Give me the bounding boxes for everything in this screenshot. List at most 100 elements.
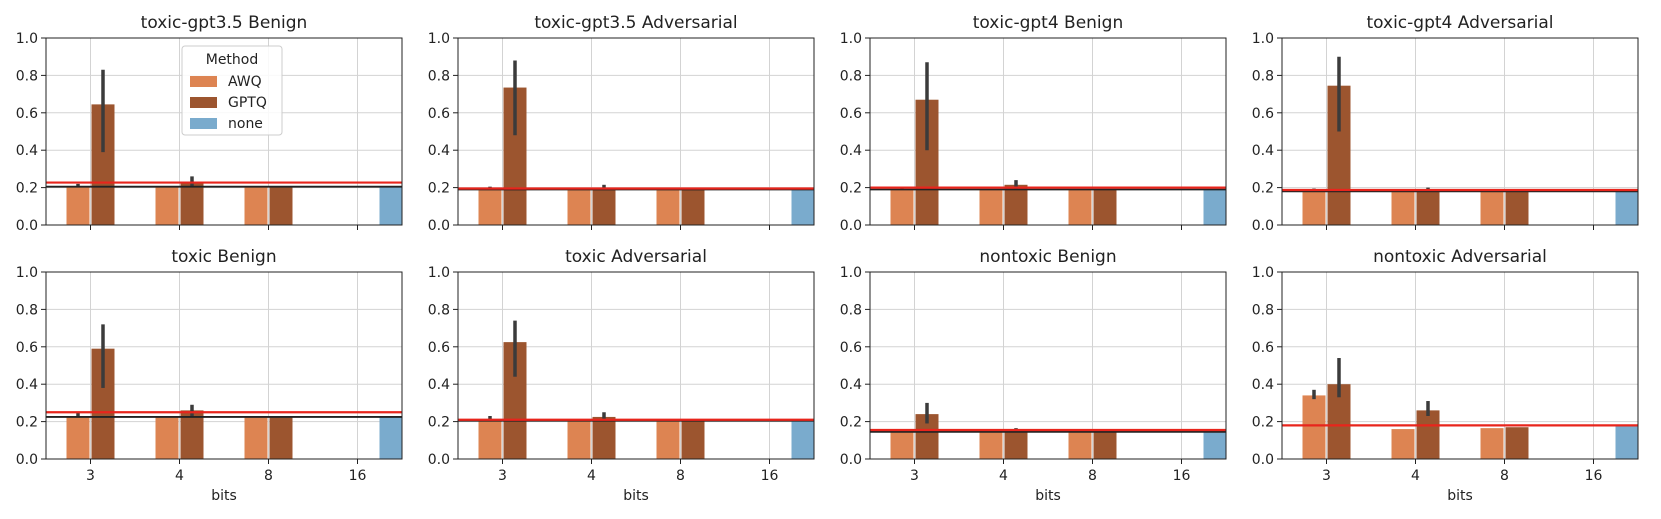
y-tick-label: 0.0: [16, 218, 38, 234]
bar-gptq-8: [1093, 189, 1117, 225]
y-tick-label: 0.2: [1252, 415, 1274, 431]
x-tick-label: 16: [349, 468, 367, 484]
y-tick-label: 1.0: [840, 31, 862, 47]
x-tick-label: 4: [175, 468, 184, 484]
axes-frame: [1281, 37, 1639, 226]
axes-frame: [45, 271, 403, 460]
y-tick-label: 0.6: [16, 106, 38, 122]
subplot-4: 0.0 0.2 0.4 0.6 0.8 1.0 toxic-gpt4 Adversarial: [1252, 13, 1639, 234]
bar-gptq-4: [180, 410, 204, 459]
bar-gptq-3: [915, 99, 939, 225]
x-tick-label: 3: [498, 468, 507, 484]
y-tick-label: 0.4: [428, 377, 450, 393]
subplot-title: toxic-gpt4 Adversarial: [1366, 13, 1553, 33]
y-tick-label: 1.0: [16, 31, 38, 47]
bar-awq-8: [1480, 191, 1504, 225]
bar-gptq-8: [269, 416, 293, 459]
subplot-5: 0.0 0.2 0.4 0.6 0.8 1.0 3 4 8 16 bits toxic Benign: [16, 247, 403, 504]
y-tick-label: 0.8: [428, 68, 450, 84]
bar-awq-3: [1302, 395, 1326, 459]
bar-gptq-4: [592, 416, 616, 459]
bar-gptq-4: [1004, 184, 1028, 225]
bar-gptq-8: [1505, 427, 1529, 459]
legend-label-none: none: [228, 116, 263, 132]
y-tick-label: 0.2: [1252, 181, 1274, 197]
y-tick-label: 0.6: [1252, 340, 1274, 356]
axes-frame: [457, 37, 815, 226]
x-tick-label: 16: [1585, 468, 1603, 484]
subplot-8: 0.0 0.2 0.4 0.6 0.8 1.0 3 4 8 16 bits nontoxic Adve…: [1252, 247, 1639, 504]
bar-awq-4: [1391, 191, 1415, 225]
legend-swatch-awq: [190, 76, 217, 87]
bar-awq-3: [890, 431, 914, 459]
bar-awq-8: [1068, 189, 1092, 225]
bar-awq-8: [244, 186, 268, 225]
bar-none-16: [1615, 191, 1639, 225]
y-tick-label: 0.4: [16, 377, 38, 393]
bar-awq-4: [155, 416, 179, 459]
bar-none-16: [379, 416, 403, 459]
x-tick-label: 8: [264, 468, 273, 484]
bar-none-16: [791, 420, 815, 459]
bar-awq-8: [656, 420, 680, 459]
y-tick-label: 0.0: [840, 452, 862, 468]
legend-title: Method: [206, 52, 259, 68]
bar-gptq-4: [180, 181, 204, 225]
y-tick-label: 0.2: [428, 415, 450, 431]
y-tick-label: 0.6: [428, 106, 450, 122]
y-tick-label: 0.8: [428, 302, 450, 318]
y-tick-label: 1.0: [840, 265, 862, 281]
bar-gptq-4: [1004, 430, 1028, 459]
bar-gptq-8: [681, 420, 705, 459]
x-axis-label: bits: [623, 488, 649, 504]
subplot-6: 0.0 0.2 0.4 0.6 0.8 1.0 3 4 8 16 bits toxic Adversa…: [428, 247, 815, 504]
bar-gptq-3: [1327, 384, 1351, 459]
subplot-7: 0.0 0.2 0.4 0.6 0.8 1.0 3 4 8 16 bits nontoxic Beni…: [840, 247, 1227, 504]
bar-awq-3: [890, 189, 914, 225]
x-tick-label: 16: [1173, 468, 1191, 484]
bar-awq-4: [979, 431, 1003, 459]
y-tick-label: 0.0: [428, 452, 450, 468]
bar-awq-3: [1302, 191, 1326, 225]
bar-gptq-3: [503, 342, 527, 459]
axes-frame: [869, 271, 1227, 460]
y-tick-label: 0.2: [840, 415, 862, 431]
y-tick-label: 0.8: [16, 68, 38, 84]
y-tick-label: 0.4: [1252, 143, 1274, 159]
y-tick-label: 0.8: [840, 302, 862, 318]
y-tick-label: 0.0: [16, 452, 38, 468]
bar-awq-4: [1391, 429, 1415, 459]
bar-awq-8: [244, 416, 268, 459]
bar-gptq-8: [269, 186, 293, 225]
y-tick-label: 0.6: [428, 340, 450, 356]
bar-awq-8: [1480, 428, 1504, 459]
x-tick-label: 3: [1322, 468, 1331, 484]
bar-gptq-8: [681, 189, 705, 225]
bar-gptq-4: [592, 188, 616, 225]
axes-frame: [45, 37, 403, 226]
subplot-3: 0.0 0.2 0.4 0.6 0.8 1.0 toxic-gpt4 Benign: [840, 13, 1227, 234]
legend-label-awq: AWQ: [228, 74, 262, 90]
x-tick-label: 3: [910, 468, 919, 484]
y-tick-label: 1.0: [428, 265, 450, 281]
bar-awq-4: [567, 420, 591, 459]
x-tick-label: 3: [86, 468, 95, 484]
y-tick-label: 0.0: [840, 218, 862, 234]
subplot-1: 0.0 0.2 0.4 0.6 0.8 1.0 toxic-gpt3.5 Benign: [16, 13, 403, 234]
y-tick-label: 0.4: [428, 143, 450, 159]
y-tick-label: 1.0: [428, 31, 450, 47]
bar-gptq-3: [915, 414, 939, 459]
legend-label-gptq: GPTQ: [228, 95, 267, 111]
bar-none-16: [1203, 189, 1227, 225]
subplot-title: toxic Benign: [171, 247, 276, 267]
y-tick-label: 0.0: [1252, 218, 1274, 234]
bar-awq-3: [478, 189, 502, 225]
legend: Method AWQ GPTQ none: [181, 45, 283, 136]
x-tick-label: 4: [999, 468, 1008, 484]
y-tick-label: 0.6: [840, 106, 862, 122]
y-tick-label: 0.8: [16, 302, 38, 318]
y-tick-label: 0.8: [840, 68, 862, 84]
bar-gptq-8: [1093, 431, 1117, 459]
subplot-title: toxic-gpt3.5 Benign: [141, 13, 308, 33]
